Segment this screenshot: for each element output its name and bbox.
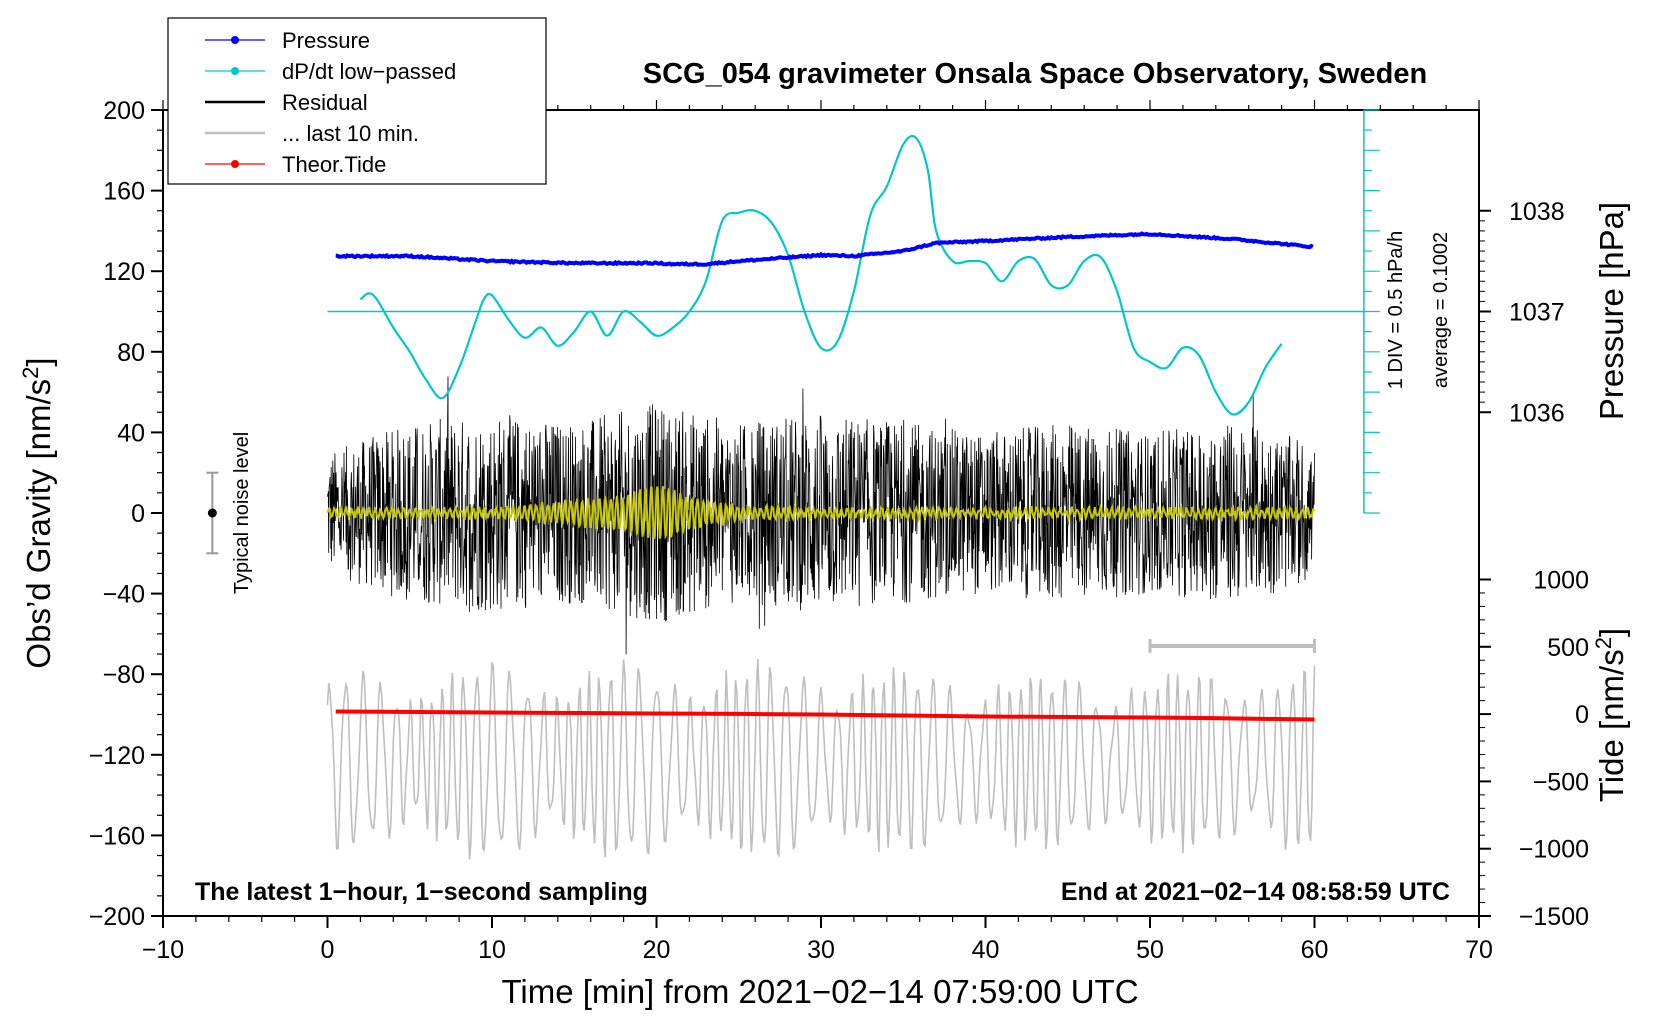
pressure-tick-label: 1037: [1509, 299, 1565, 327]
y-tick-label: 200: [103, 97, 145, 125]
tide-tick-label: −500: [1533, 768, 1589, 796]
series-dpdt-line: [359, 134, 1283, 416]
x-tick-label: 70: [1465, 936, 1493, 964]
legend-item-pressure-marker: [231, 36, 239, 44]
axes-layer: −10 0 10 20 30 40 50 60 70 200 160 120 80 40 0 −40 −80 −1…: [89, 97, 1589, 964]
dpdt-scale-label: 1 DIV = 0.5 hPa/h: [1385, 231, 1407, 389]
noise-bar-dot: [207, 508, 217, 518]
y-tick-label: 160: [103, 178, 145, 206]
pressure-tick-label: 1038: [1509, 198, 1565, 226]
note-latest-hour: The latest 1−hour, 1−second sampling: [195, 878, 648, 906]
y-tick-label: −80: [103, 661, 145, 689]
y-axis-title-gravity-main: Obs’d Gravity [nm/s: [20, 379, 57, 669]
legend-item-theor-tide-marker: [231, 160, 239, 168]
series-pressure-line: [335, 231, 1314, 267]
y-tick-label: −200: [89, 903, 145, 931]
tide-tick-label: 500: [1547, 634, 1589, 662]
y-tick-label: 0: [131, 500, 145, 528]
x-tick-label: 50: [1136, 936, 1164, 964]
legend-item-dp-dt-low-passed-label: dP/dt low−passed: [282, 59, 456, 84]
tide-tick-label: 0: [1575, 701, 1589, 729]
y-tick-label: −160: [89, 822, 145, 850]
legend-item-residual-label: Residual: [282, 90, 368, 115]
legend-item-dp-dt-low-passed-marker: [231, 67, 239, 75]
y-tick-label: 80: [117, 339, 145, 367]
y-axis-title-tide-sup: 2: [1591, 637, 1616, 649]
legend-item-last-10-min-label: ... last 10 min.: [282, 121, 419, 146]
series-last10-line: [326, 659, 1316, 860]
x-tick-label: 20: [643, 936, 671, 964]
x-axis-title: Time [min] from 2021−02−14 07:59:00 UTC: [501, 973, 1138, 1010]
noise-level-label: Typical noise level: [231, 432, 253, 594]
tide-tick-label: 1000: [1533, 566, 1589, 594]
x-tick-label: 40: [972, 936, 1000, 964]
x-tick-label: −10: [142, 936, 184, 964]
y-axis-title-tide: Tide [nm/s2]: [1591, 628, 1630, 802]
series-residual-lowpass-line: [326, 486, 1316, 540]
legend-item-theor-tide-label: Theor.Tide: [282, 152, 386, 177]
pressure-tick-label: 1036: [1509, 399, 1565, 427]
tide-tick-label: −1000: [1519, 836, 1589, 864]
y-axis-title-gravity-tail: ]: [20, 357, 57, 366]
series-residual-line: [327, 376, 1315, 655]
y-tick-label: 120: [103, 258, 145, 286]
chart-title: SCG_054 gravimeter Onsala Space Observat…: [643, 58, 1427, 90]
legend-item-pressure-label: Pressure: [282, 28, 370, 53]
legend: Pressure dP/dt low−passed Residual ... last…: [167, 17, 547, 185]
y-axis-title-pressure: Pressure [hPa]: [1593, 202, 1630, 420]
dpdt-average-label: average = 0.1002: [1430, 232, 1452, 388]
y-axis-title-gravity: Obs’d Gravity [nm/s2]: [18, 357, 57, 668]
x-tick-label: 60: [1301, 936, 1329, 964]
x-tick-label: 30: [807, 936, 835, 964]
series-tide-line: [335, 709, 1315, 722]
note-end-time: End at 2021−02−14 08:58:59 UTC: [1061, 878, 1450, 906]
x-tick-label: 0: [321, 936, 335, 964]
series-layer: [206, 109, 1380, 860]
y-axis-title-tide-tail: ]: [1593, 628, 1630, 637]
y-axis-title-tide-main: Tide [nm/s: [1593, 649, 1630, 802]
x-tick-label: 10: [478, 936, 506, 964]
y-tick-label: −120: [89, 742, 145, 770]
y-axis-title-gravity-sup: 2: [18, 367, 43, 379]
y-tick-label: −40: [103, 581, 145, 609]
y-tick-label: 40: [117, 419, 145, 447]
tide-tick-label: −1500: [1519, 903, 1589, 931]
